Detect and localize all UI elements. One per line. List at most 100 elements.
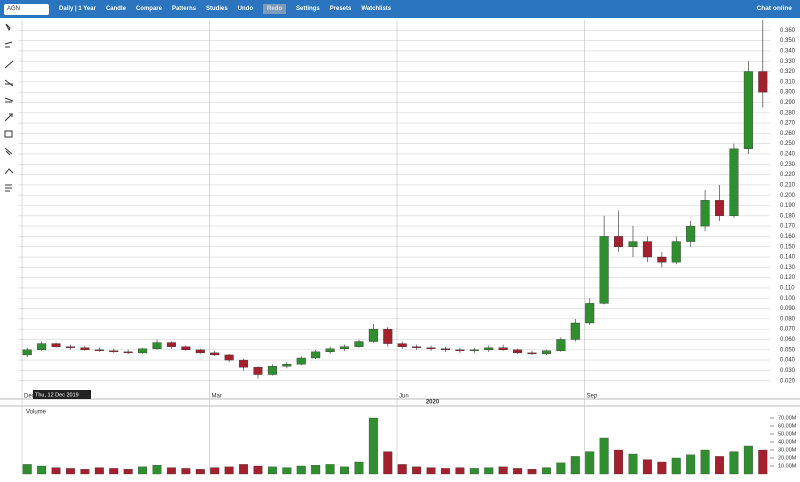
y-tick-label: 0.050	[780, 347, 796, 353]
y-tick-label: 0.090	[780, 306, 796, 312]
candle-body	[397, 343, 407, 347]
y-tick-label: 0.030	[780, 368, 796, 374]
toolbar: AGN Daily | 1 Year Candle Compare Patter…	[0, 0, 800, 18]
button[interactable]: Redo	[262, 4, 286, 14]
volume-bar	[397, 464, 407, 475]
candle-body	[138, 348, 148, 354]
tool-icon[interactable]	[4, 97, 14, 103]
drawing-tools	[4, 23, 14, 192]
tool-icon[interactable]	[4, 130, 13, 138]
y-tick-label: 0.340	[780, 48, 796, 54]
candle-body	[556, 339, 566, 352]
y-tick-label: 0.170	[780, 224, 796, 230]
candle-body	[469, 349, 479, 352]
candle-body	[123, 351, 133, 354]
y-tick-label: 20.00M	[778, 455, 797, 461]
volume-bar	[614, 449, 624, 475]
tool-icon[interactable]	[4, 113, 14, 122]
tool-icon[interactable]	[5, 23, 11, 32]
candle-body	[585, 303, 595, 324]
candle	[657, 251, 667, 268]
y-tick-label: 0.130	[780, 265, 796, 271]
candle-body	[484, 347, 494, 350]
volume-bar	[513, 468, 523, 475]
candle	[412, 344, 422, 350]
tool-icon[interactable]	[4, 147, 13, 156]
volume-bar	[109, 468, 119, 475]
volume-bar	[729, 451, 739, 475]
candle	[743, 61, 753, 154]
y-tick-label: 0.210	[780, 182, 796, 188]
volume-bar	[426, 467, 436, 475]
candle	[729, 143, 739, 218]
y-tick-label: 0.190	[780, 203, 796, 209]
volume-bar	[123, 469, 133, 475]
candle	[758, 20, 768, 108]
candle	[152, 339, 162, 350]
candle-body	[455, 349, 465, 352]
volume-bar	[585, 451, 595, 475]
volume-bar	[282, 467, 292, 475]
tool-icon[interactable]	[4, 168, 14, 175]
button[interactable]: Presets	[329, 6, 352, 12]
candle-body	[700, 200, 710, 227]
candle-body	[94, 349, 104, 352]
candle	[671, 236, 681, 265]
y-tick-label: 0.320	[780, 69, 796, 75]
candle-body	[325, 348, 335, 353]
volume-bar	[570, 456, 580, 475]
volume-bar	[181, 468, 191, 475]
volume-bar	[715, 456, 724, 475]
volume-bar	[152, 465, 162, 475]
button[interactable]: Patterns	[171, 6, 196, 12]
candle-body	[210, 352, 220, 356]
button[interactable]: Compare	[135, 6, 162, 12]
volume-bar	[325, 464, 335, 475]
candle	[714, 184, 725, 221]
y-tick-label: 0.200	[780, 193, 796, 199]
y-tick-label: 0.310	[780, 79, 796, 85]
y-tick-label: 0.240	[780, 152, 796, 158]
candle	[94, 347, 104, 352]
y-tick-label: 0.140	[780, 255, 796, 261]
candle	[570, 318, 580, 342]
y-tick-label: 0.300	[780, 90, 796, 96]
button[interactable]: Undo	[237, 6, 253, 12]
periodicity[interactable]: Daily | 1 Year	[59, 6, 96, 12]
candle-body	[498, 347, 508, 350]
candle-body	[657, 256, 667, 263]
volume-bar	[441, 468, 450, 475]
tool-icon[interactable]	[4, 41, 13, 48]
candle	[686, 220, 696, 247]
symbol-input[interactable]: AGN	[4, 3, 49, 15]
tool-icon[interactable]	[4, 79, 14, 87]
candle-body	[368, 328, 378, 342]
candle	[239, 359, 249, 371]
button[interactable]: Watchlists	[361, 6, 392, 12]
button[interactable]: Studies	[205, 6, 228, 12]
y-tick-label: 0.220	[780, 172, 796, 178]
volume-bar	[66, 468, 75, 475]
button[interactable]: Settings	[295, 6, 320, 12]
y-tick-label: 0.040	[780, 358, 796, 364]
candle	[455, 347, 465, 353]
tool-icon[interactable]	[4, 60, 14, 69]
volume-bar	[166, 467, 176, 475]
chat-button[interactable]: Chat online	[756, 5, 792, 12]
candle	[527, 350, 537, 355]
tool-icon[interactable]	[5, 184, 12, 192]
candle	[541, 349, 551, 355]
y-tick-label: 0.270	[780, 121, 796, 127]
button[interactable]: Candle	[105, 6, 126, 12]
candle	[354, 339, 364, 348]
volume-bar	[94, 467, 104, 475]
candle	[181, 345, 191, 351]
y-tick-label: 0.250	[780, 141, 796, 147]
volume-bar	[527, 469, 537, 475]
volume-bar	[239, 464, 249, 475]
candle	[397, 341, 407, 349]
candle-body	[642, 241, 652, 258]
candle	[599, 215, 609, 305]
year-label: 2020	[426, 400, 440, 406]
